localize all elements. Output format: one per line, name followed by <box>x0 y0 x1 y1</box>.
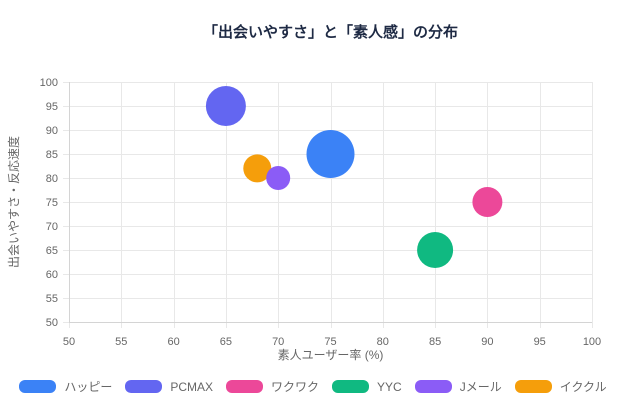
legend-item-ikukuru[interactable]: イククル <box>514 379 607 394</box>
x-tick-label: 75 <box>324 336 336 348</box>
legend-item-yyc[interactable]: YYC <box>332 380 402 393</box>
bubble-ikukuru[interactable] <box>243 154 272 183</box>
x-tick-label: 90 <box>481 336 493 348</box>
bubble-happy[interactable] <box>306 130 355 178</box>
legend-label: イククル <box>559 379 607 394</box>
y-tick-label: 80 <box>46 173 58 185</box>
plot-area: 50 55 60 65 70 75 80 85 90 95 100 50 55 60 65 70 75 80 85 9… <box>6 77 601 362</box>
bubble-jmail[interactable] <box>266 166 291 190</box>
y-axis-title: 出会いやすさ・反応速度 <box>6 136 21 268</box>
chart-legend: ハッピー PCMAX ワクワク YYC Jメール イククル <box>0 380 626 393</box>
legend-swatch-jmail <box>414 380 452 393</box>
y-tick-label: 100 <box>40 77 58 89</box>
x-axis-title: 素人ユーザー率 (%) <box>278 347 384 362</box>
legend-swatch-ikukuru <box>514 380 552 393</box>
bubble-pcmax[interactable] <box>205 86 246 126</box>
x-tick-label: 65 <box>220 336 232 348</box>
legend-label: ハッピー <box>64 379 113 394</box>
x-tick-label: 70 <box>272 336 284 348</box>
legend-label: PCMAX <box>170 379 214 394</box>
legend-label: YYC <box>377 379 402 394</box>
legend-item-pcmax[interactable]: PCMAX <box>125 380 213 393</box>
x-tick-label: 95 <box>534 336 546 348</box>
legend-swatch-yyc <box>332 380 370 393</box>
bubble-yyc[interactable] <box>417 232 454 268</box>
bubble-wakuwaku[interactable] <box>472 187 503 217</box>
legend-swatch-wakuwaku <box>226 380 264 393</box>
legend-swatch-pcmax <box>125 380 163 393</box>
legend-item-happy[interactable]: ハッピー <box>19 380 112 393</box>
x-tick-label: 85 <box>429 336 441 348</box>
y-tick-label: 95 <box>46 101 58 113</box>
y-tick-label: 90 <box>46 125 58 137</box>
legend-swatch-happy <box>19 380 57 393</box>
x-tick-label: 100 <box>583 336 601 348</box>
y-tick-label: 60 <box>46 269 58 281</box>
legend-label: Jメール <box>459 379 502 394</box>
y-tick-label: 55 <box>46 293 58 305</box>
x-tick-label: 60 <box>167 336 179 348</box>
y-tick-label: 75 <box>46 197 58 209</box>
legend-item-jmail[interactable]: Jメール <box>414 379 502 394</box>
y-tick-label: 65 <box>46 245 58 257</box>
x-tick-label: 50 <box>63 336 75 348</box>
x-tick-label: 55 <box>115 336 127 348</box>
chart-title: 「出会いやすさ」と「素人感」の分布 <box>202 24 458 41</box>
y-tick-label: 85 <box>46 149 58 161</box>
x-tick-label: 80 <box>377 336 389 348</box>
y-tick-label: 70 <box>46 221 58 233</box>
legend-item-wakuwaku[interactable]: ワクワク <box>226 380 319 393</box>
y-tick-label: 50 <box>46 317 58 329</box>
legend-label: ワクワク <box>271 379 320 394</box>
